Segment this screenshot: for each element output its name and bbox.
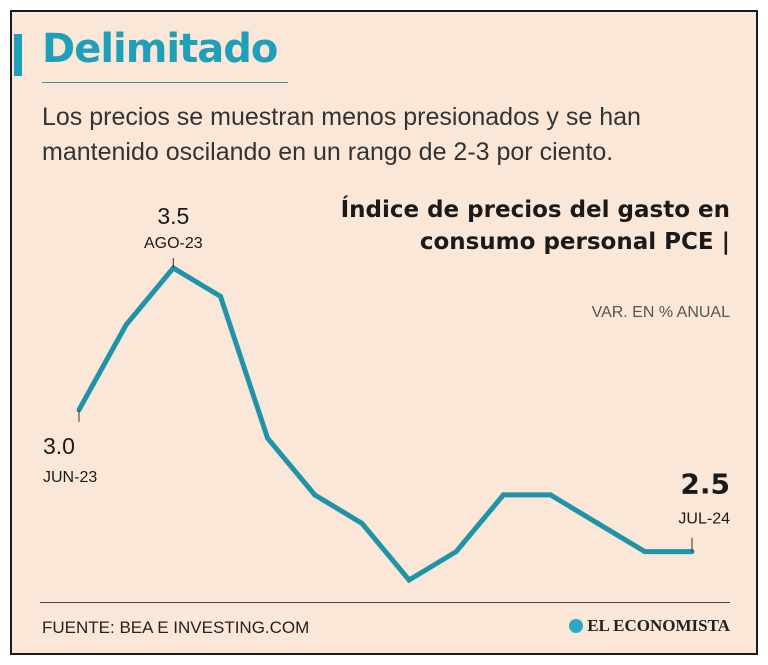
line-chart: 3.0 JUN-23 3.5 AGO-23 2.5 JUL-24 [43, 203, 730, 584]
annotation-label: AGO-23 [144, 235, 203, 252]
title-accent-bar [14, 34, 22, 76]
annotation-label: JUN-23 [43, 469, 97, 486]
source-note: FUENTE: BEA E INVESTING.COM [42, 618, 310, 637]
infographic-card: Delimitado Los precios se muestran menos… [10, 10, 758, 655]
series-line [76, 264, 692, 584]
chart-heading: Índice de precios del gasto en consumo p… [340, 197, 730, 255]
chart-unit-label: VAR. EN % ANUAL [591, 304, 730, 321]
data-point [548, 492, 554, 498]
data-point [359, 520, 365, 526]
footer-divider [40, 602, 730, 603]
data-point [406, 577, 412, 583]
annotation-value: 2.5 [680, 468, 730, 501]
globe-icon [569, 619, 584, 633]
logo-text: EL ECONOMISTA [587, 616, 730, 635]
data-point [217, 293, 223, 299]
annotation-label: JUL-24 [678, 511, 730, 528]
data-point [312, 492, 318, 498]
data-point [500, 492, 506, 498]
subtitle: Los precios se muestran menos presionado… [42, 103, 641, 166]
title-underline [42, 82, 288, 83]
data-point [642, 549, 648, 555]
data-point [265, 435, 271, 441]
data-point [595, 520, 601, 526]
data-point [453, 549, 459, 555]
data-point [123, 322, 129, 328]
publisher-logo: EL ECONOMISTA [569, 616, 730, 636]
page-title: Delimitado [42, 26, 278, 72]
annotation-value: 3.5 [157, 203, 189, 229]
annotation-value: 3.0 [43, 433, 75, 459]
